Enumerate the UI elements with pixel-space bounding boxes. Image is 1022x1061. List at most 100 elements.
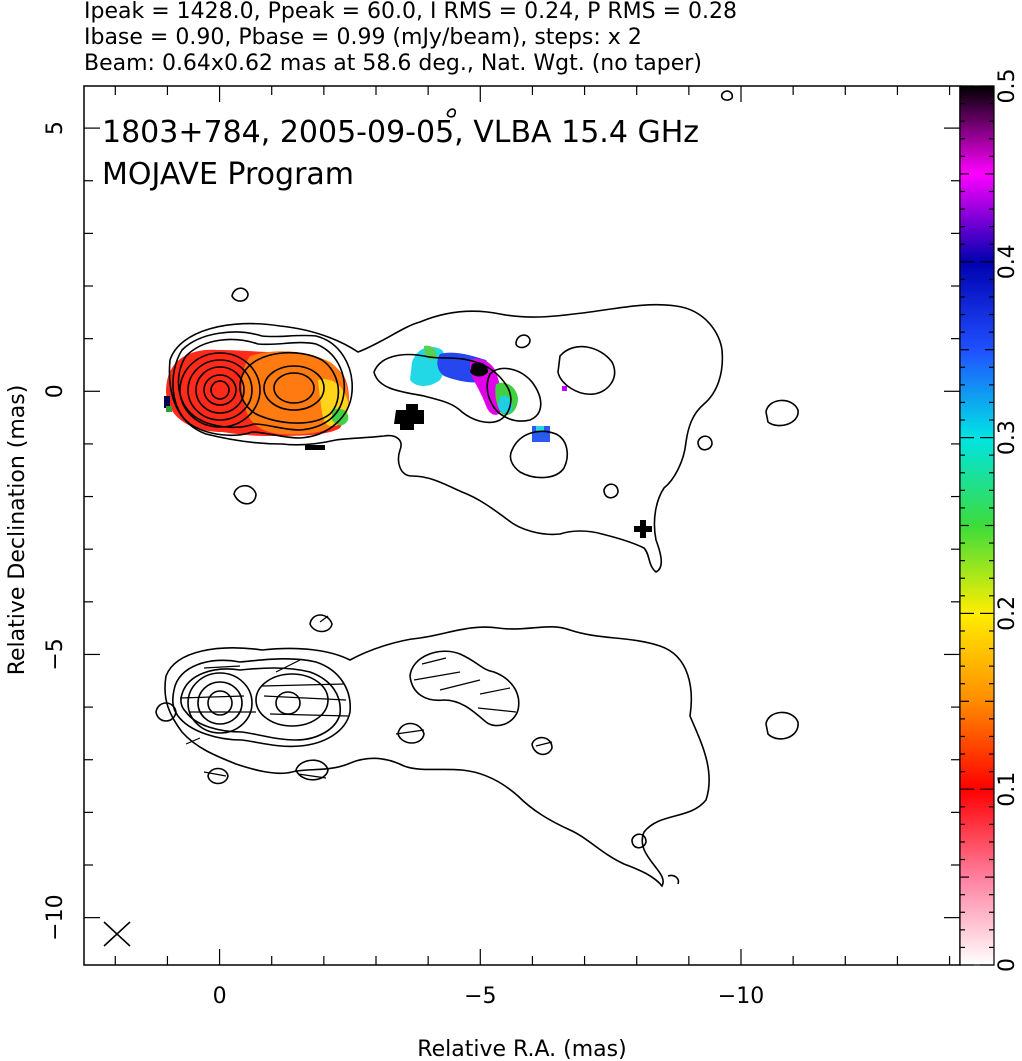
pol-blob-bar [305,445,325,450]
header-stats-line: Ipeak = 1428.0, Ppeak = 60.0, I RMS = 0.… [84,0,737,24]
colorbar-tick-label: 0.2 [995,596,1020,631]
polarization-color-map [164,345,652,538]
colorbar-tick-label: 0.3 [995,420,1020,455]
contour-knot-3 [273,372,315,404]
evpa-tick [179,695,245,699]
contour-blob-c [515,334,531,349]
y-tick-labels: 5 0 −5 −10 [43,121,68,941]
pol-patch-edge-left [164,396,170,408]
lower-panel-contours [155,614,799,888]
contour-blob-f [765,399,799,427]
plot-frame [83,85,961,966]
pol-patch-edge-left2 [166,406,172,412]
colorbar-tick-label: 0 [995,958,1020,972]
contour-jet-upper [373,353,512,424]
contour-lower-knot-1 [255,673,329,727]
evpa-vectors [179,615,553,779]
pol-patch-black [470,362,488,377]
x-tick-label: 0 [213,984,227,1009]
beam-marker-minor [103,921,131,947]
contour-lower-blob-i [667,874,680,885]
contour-core-3 [179,352,261,428]
pol-blob-cross [634,520,652,538]
beam-marker [103,921,131,947]
evpa-tick [261,683,345,687]
x-tick-label: −5 [464,984,496,1009]
contour-lower-blob-d [531,736,553,756]
contour-blob-a [231,287,249,302]
colorbar-ticks [960,85,994,966]
contour-jet-tail [509,430,569,479]
contour-lower-core-2 [180,667,341,741]
contour-lower-core-3 [187,672,253,734]
header-base-line: Ibase = 0.90, Pbase = 0.99 (mJy/beam), s… [84,25,642,50]
evpa-tick [395,729,425,735]
evpa-tick [319,615,329,623]
colorbar-tick-labels: 0 0.1 0.2 0.3 0.4 0.5 [995,69,1020,973]
contour-knot-2 [263,365,325,411]
evpa-tick [203,665,241,669]
x-axis-title: Relative R.A. (mas) [417,1037,626,1061]
pol-blob-black [394,404,424,430]
x-tick-labels: 0 −5 −10 [213,984,765,1009]
evpa-tick [421,657,447,665]
pol-patch-cyan [410,346,446,386]
evpa-tick [203,771,227,777]
contour-lower-blob-c [397,722,425,744]
y-tick-label: 5 [43,121,68,135]
contour-outer-upper [168,303,724,573]
contour-blob-d [603,483,619,499]
pol-patch-orange [241,351,349,435]
contour-blob-b [233,484,257,505]
evpa-tick [477,707,517,713]
evpa-tick [263,695,347,701]
contour-core-6 [203,374,237,406]
pol-patch-knot-cyan [536,426,544,432]
evpa-tick [275,659,301,673]
contour-lower-blob-b [155,702,177,722]
y-tick-label: −5 [43,638,68,670]
contour-blob-g [446,108,457,118]
evpa-tick [185,737,201,745]
colorbar-tick-label: 0.5 [995,69,1020,104]
contour-lower-core-4 [197,681,243,725]
frame-ticks [84,86,960,965]
colorbar-tick-label: 0.4 [995,244,1020,279]
y-tick-label: 0 [43,384,68,398]
contour-jet-inner [557,345,616,395]
contour-lower-core-1 [172,658,351,748]
program-annotation: MOJAVE Program [102,157,354,192]
contour-core-1 [172,331,353,439]
contour-lower-blob-a [309,614,333,633]
contour-blob-e [697,435,713,451]
contour-jet-knot [486,367,542,422]
source-annotation: 1803+784, 2005-09-05, VLBA 15.4 GHz [102,115,699,150]
x-tick-label: −10 [718,984,764,1009]
contour-lower-jet [409,650,520,727]
contour-core-5 [195,366,245,414]
pol-patch-dot [562,386,567,391]
contour-blob-h [720,90,734,101]
contour-core-7 [210,380,230,400]
evpa-tick [535,741,553,747]
upper-panel-contours [168,90,799,573]
contour-core-4 [187,359,253,421]
evpa-tick [439,679,481,691]
y-axis-title: Relative Declination (mas) [5,385,30,676]
contour-lower-core-5 [207,690,233,716]
evpa-tick [297,773,327,779]
contour-lower-blob-e [295,759,329,781]
contour-knot-1 [239,351,340,424]
contour-outer-lower [164,626,710,888]
evpa-tick [479,687,511,695]
evpa-tick [413,671,461,681]
contour-lower-knot-2 [275,691,301,715]
contour-lower-blob-h [631,833,647,849]
y-tick-label: −10 [43,894,68,940]
contour-lower-blob-g [765,711,799,740]
contour-lower-blob-f [207,767,229,785]
evpa-tick [269,713,349,717]
header-beam-line: Beam: 0.64x0.62 mas at 58.6 deg., Nat. W… [84,51,702,76]
contour-core-2 [177,338,346,431]
